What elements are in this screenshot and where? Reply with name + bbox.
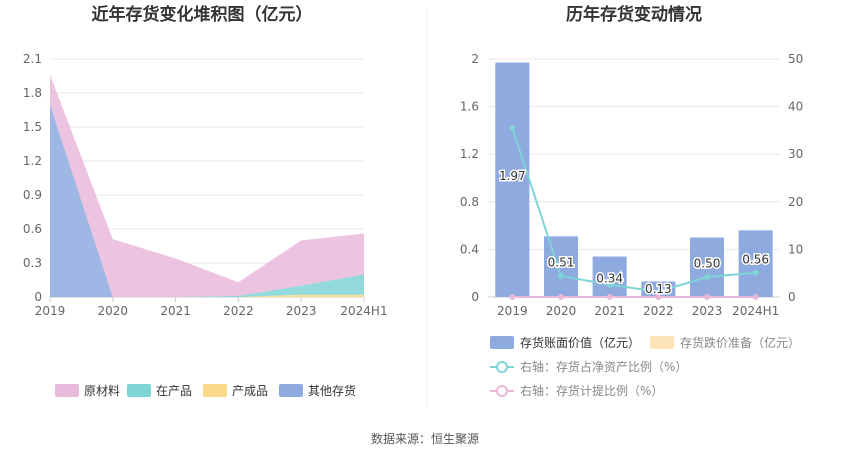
bar-value-label: 0.34 [596, 272, 623, 286]
legend-label: 存货跌价准备（亿元） [680, 335, 800, 350]
line-point [558, 273, 564, 280]
y-tick-label: 0.6 [23, 222, 42, 236]
bar [689, 237, 725, 297]
left-areas [50, 74, 364, 297]
x-tick-label: 2023 [692, 304, 723, 318]
line-point [509, 125, 516, 132]
line-point [655, 294, 662, 300]
legend-item[interactable]: 产成品 [203, 384, 268, 398]
y-tick-label: 0 [471, 290, 479, 304]
x-tick-label: 2019 [35, 304, 66, 318]
legend-swatch [127, 384, 151, 397]
y-tick-label: 0.9 [23, 188, 42, 202]
legend-label: 原材料 [84, 384, 120, 398]
line-point [752, 294, 759, 300]
bar [592, 256, 627, 297]
y-tick-label: 1.6 [460, 100, 479, 114]
x-tick-label: 2022 [643, 304, 674, 318]
y-tick-label: 0.3 [23, 256, 42, 270]
right-legend[interactable]: 存货账面价值（亿元） 存货跌价准备（亿元） 右轴：存货占净资产比例（%） 右轴：存货计… [490, 335, 800, 398]
stacked-area-chart: 近年存货变化堆积图（亿元） 0 0.3 0.6 0.9 1.2 1.5 1.8 2.1 201… [23, 4, 388, 398]
data-source-note: 数据来源：恒生聚源 [371, 431, 479, 446]
x-tick-label: 2023 [286, 304, 317, 318]
legend-swatch [650, 336, 674, 349]
right-lines [509, 125, 759, 300]
line-point [704, 294, 710, 300]
y-tick-label: 1.2 [23, 154, 42, 168]
x-tick-label: 2024H1 [340, 304, 387, 318]
left-y-axis-ticks: 0 0.3 0.6 0.9 1.2 1.5 1.8 2.1 [23, 52, 42, 304]
bar-value-label: 0.51 [548, 256, 575, 270]
legend-marker [496, 361, 508, 373]
line-point [606, 281, 613, 288]
y2-tick-label: 50 [788, 52, 803, 66]
legend-item[interactable]: 原材料 [55, 384, 120, 398]
legend-label: 产成品 [232, 384, 268, 398]
legend-item[interactable]: 存货跌价准备（亿元） [650, 335, 800, 350]
x-tick-label: 2021 [160, 304, 191, 318]
line-series [511, 127, 756, 293]
legend-marker [496, 385, 508, 397]
line-point [752, 269, 759, 276]
bar [543, 236, 579, 297]
x-tick-label: 2021 [594, 304, 625, 318]
right-chart-title: 历年存货变动情况 [566, 4, 702, 25]
y-tick-label: 2 [471, 52, 479, 66]
right-x-axis-ticks: 2019 2020 2021 2022 2023 2024H1 [497, 304, 779, 318]
x-tick-label: 2024H1 [732, 304, 779, 318]
legend-swatch [55, 384, 79, 397]
area-series-原材料 [50, 74, 364, 297]
y-tick-label: 0 [34, 290, 42, 304]
left-x-axis-ticks: 2019 2020 2021 2022 2023 2024H1 [35, 297, 388, 318]
bar-value-label: 1.97 [499, 169, 526, 183]
x-tick-label: 2022 [223, 304, 254, 318]
x-tick-label: 2020 [546, 304, 577, 318]
bar [495, 62, 530, 297]
y-tick-label: 1.2 [460, 147, 479, 161]
bar-value-label: 0.56 [742, 253, 769, 267]
legend-item[interactable]: 其他存货 [279, 383, 356, 398]
y2-tick-label: 10 [788, 242, 803, 256]
legend-label: 其他存货 [308, 383, 356, 398]
legend-swatch [279, 384, 303, 397]
y2-tick-label: 0 [788, 290, 796, 304]
legend-item[interactable]: 右轴：存货计提比例（%） [490, 383, 663, 398]
legend-swatch [203, 384, 227, 397]
legend-label: 在产品 [156, 384, 192, 398]
right-bars [495, 62, 773, 297]
legend-label: 右轴：存货计提比例（%） [520, 383, 663, 398]
bar [738, 230, 773, 297]
legend-swatch [490, 336, 514, 349]
line-point [606, 294, 613, 300]
legend-item[interactable]: 右轴：存货占净资产比例（%） [490, 359, 687, 374]
y2-tick-label: 40 [788, 100, 803, 114]
legend-item[interactable]: 在产品 [127, 384, 192, 398]
x-tick-label: 2019 [497, 304, 528, 318]
bar-value-label: 0.13 [645, 282, 672, 296]
y-tick-label: 1.8 [23, 86, 42, 100]
right-data-labels: 1.97 0.51 0.34 0.13 0.50 0.56 [497, 167, 770, 297]
y-tick-label: 1.5 [23, 120, 42, 134]
line-point [558, 294, 564, 300]
y2-tick-label: 20 [788, 195, 803, 209]
x-tick-label: 2020 [98, 304, 129, 318]
y2-tick-label: 30 [788, 147, 803, 161]
legend-label: 右轴：存货占净资产比例（%） [520, 359, 687, 374]
legend-item[interactable]: 存货账面价值（亿元） [490, 335, 640, 350]
line-point [704, 274, 710, 281]
bar-line-combo-chart: 历年存货变动情况 1.97 0.51 0.34 0.13 0.50 0.56 0 0.4 0.… [460, 4, 803, 398]
legend-label: 存货账面价值（亿元） [520, 335, 640, 350]
right-y2-axis-ticks: 0 10 20 30 40 50 [788, 52, 803, 304]
y-tick-label: 0.4 [460, 242, 479, 256]
bar-value-label: 0.50 [694, 256, 721, 270]
right-grid [488, 58, 780, 298]
left-legend[interactable]: 原材料 在产品 产成品 其他存货 [55, 383, 356, 398]
y-tick-label: 0.8 [460, 195, 479, 209]
right-y-axis-ticks: 0 0.4 0.8 1.2 1.6 2 [460, 52, 479, 304]
area-series-其他存货 [50, 104, 364, 297]
left-chart-title: 近年存货变化堆积图（亿元） [92, 4, 313, 25]
y-tick-label: 2.1 [23, 52, 42, 66]
line-point [509, 294, 516, 300]
